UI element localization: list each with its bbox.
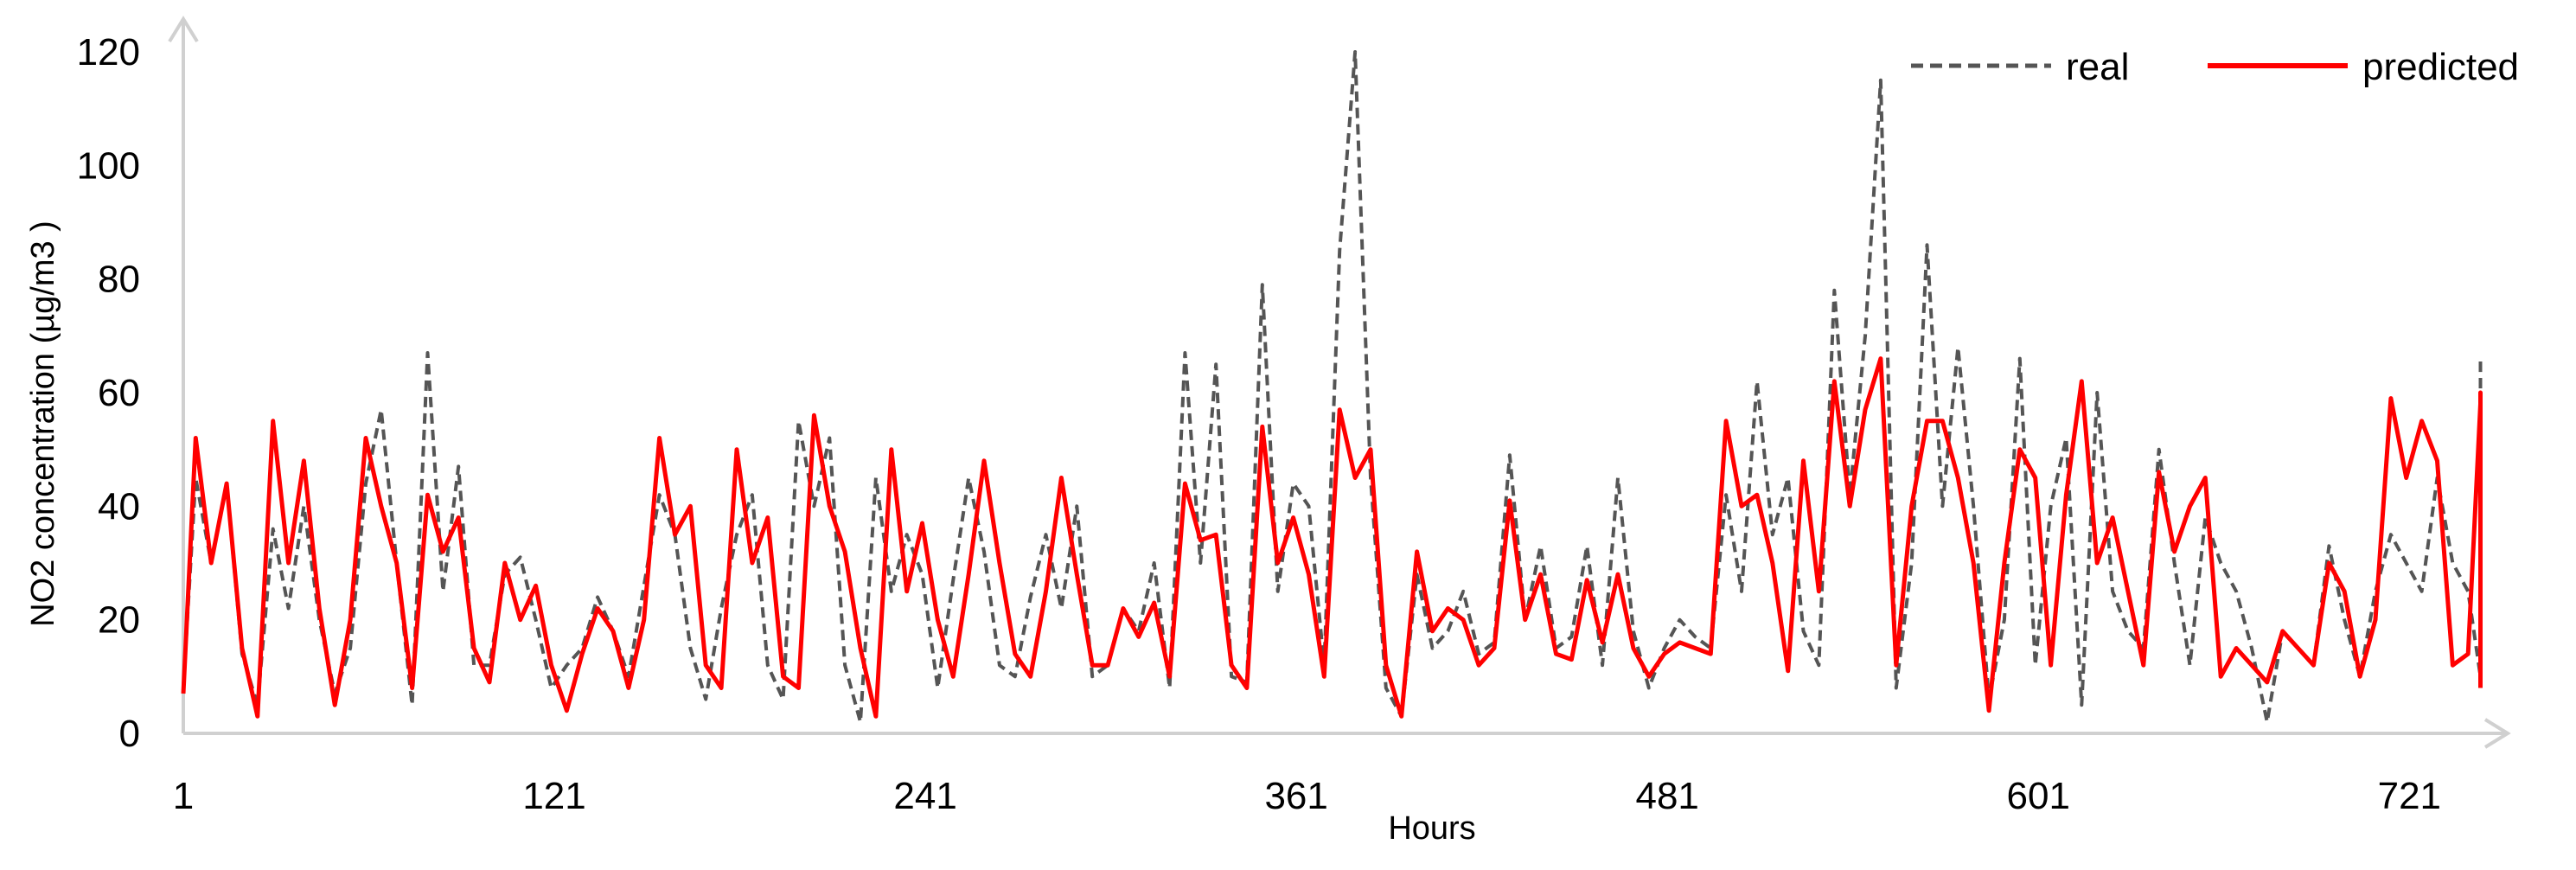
y-tick-label: 100 [77,144,140,187]
x-tick-label: 121 [522,775,585,817]
y-axis-arrow [168,16,199,43]
y-tick-label: 80 [98,259,140,301]
y-tick-label: 60 [98,372,140,414]
series-layer [181,50,2483,724]
x-tick-label: 1 [173,775,194,817]
legend: real predicted [1911,46,2519,88]
x-axis-arrow [2483,718,2511,749]
x-tick-label: 721 [2378,775,2441,817]
legend-label-real: real [2066,46,2129,88]
series-line-predicted [181,356,2483,719]
legend-label-predicted: predicted [2362,46,2519,88]
y-tick-label: 0 [119,713,140,755]
x-tick-label: 481 [1635,775,1698,817]
x-axis-ticks: 1 121 241 361 481 601 721 [173,775,2441,817]
y-tick-label: 120 [77,31,140,74]
y-axis-ticks: 0 20 40 60 80 100 120 [77,31,140,755]
x-tick-label: 361 [1264,775,1327,817]
y-tick-label: 20 [98,599,140,642]
x-tick-label: 241 [893,775,956,817]
x-axis-title: Hours [1388,810,1475,847]
x-tick-label: 601 [2007,775,2070,817]
y-tick-label: 40 [98,485,140,528]
axes [168,16,2511,749]
y-axis-title: NO2 concentration (µg/m3 ) [25,221,61,627]
